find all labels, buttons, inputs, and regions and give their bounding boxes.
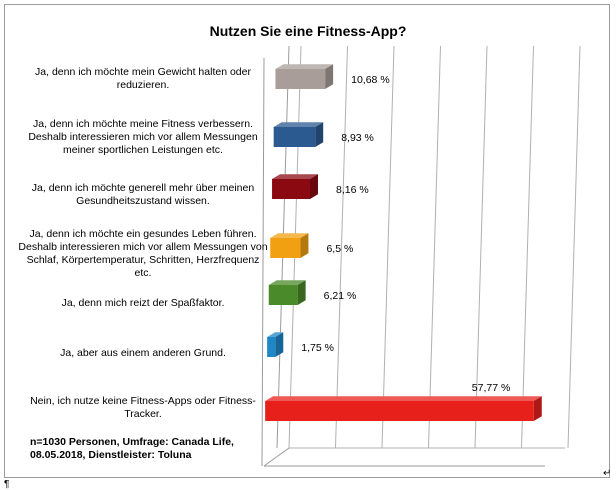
bar-side — [533, 396, 542, 421]
bar-top — [273, 122, 324, 127]
category-label: Ja, denn mich reizt der Spaßfaktor. — [61, 297, 225, 309]
value-label: 1,75 % — [301, 342, 334, 354]
bar-top — [275, 64, 334, 69]
value-label: 10,68 % — [351, 74, 390, 86]
bar-side — [325, 64, 334, 89]
gridline — [335, 45, 348, 449]
bar — [273, 127, 316, 147]
category-label: Ja, denn ich möchte generell mehr über m… — [31, 182, 255, 207]
bar-side — [315, 122, 324, 147]
bar-side — [309, 174, 318, 199]
chart-title: Nutzen Sie eine Fitness-App? — [209, 23, 407, 39]
category-axis-front — [261, 57, 265, 467]
gridline — [474, 45, 488, 449]
gridline — [381, 45, 395, 449]
category-label: Nein, ich nutze keine Fitness-Apps oder … — [30, 395, 256, 420]
bar-side — [297, 280, 306, 305]
value-label: 6,5 % — [326, 243, 353, 255]
category-label: Ja, denn ich möchte ein gesundes Leben f… — [18, 228, 268, 279]
bar — [272, 179, 310, 199]
bar-top — [272, 174, 318, 179]
bar — [270, 238, 301, 258]
gridline — [567, 45, 581, 449]
gridline — [521, 45, 534, 449]
bar — [275, 69, 326, 89]
bar-top — [267, 332, 284, 337]
category-label: Ja, denn ich möchte meine Fitness verbes… — [28, 118, 258, 156]
bar — [268, 285, 298, 305]
gridline — [428, 45, 441, 449]
floor-left-edge — [263, 447, 290, 467]
pilcrow-mark: ¶ — [4, 479, 10, 490]
source-note: n=1030 Personen, Umfrage: Canada Life, 0… — [30, 436, 234, 461]
value-label: 8,93 % — [341, 132, 374, 144]
bar-side — [300, 233, 309, 258]
bar — [267, 337, 276, 357]
bar — [265, 401, 534, 421]
return-arrow-mark: ↵ — [603, 468, 612, 479]
bar-top — [270, 233, 309, 238]
category-label: Ja, aber aus einem anderen Grund. — [60, 347, 226, 359]
bar-side — [275, 332, 284, 357]
value-label: 57,77 % — [472, 382, 511, 394]
value-label: 6,21 % — [324, 290, 357, 302]
bar-top — [265, 396, 542, 401]
bar-top — [268, 280, 306, 285]
category-label: Ja, denn ich möchte mein Gewicht halten … — [35, 66, 251, 91]
value-label: 8,16 % — [336, 184, 369, 196]
